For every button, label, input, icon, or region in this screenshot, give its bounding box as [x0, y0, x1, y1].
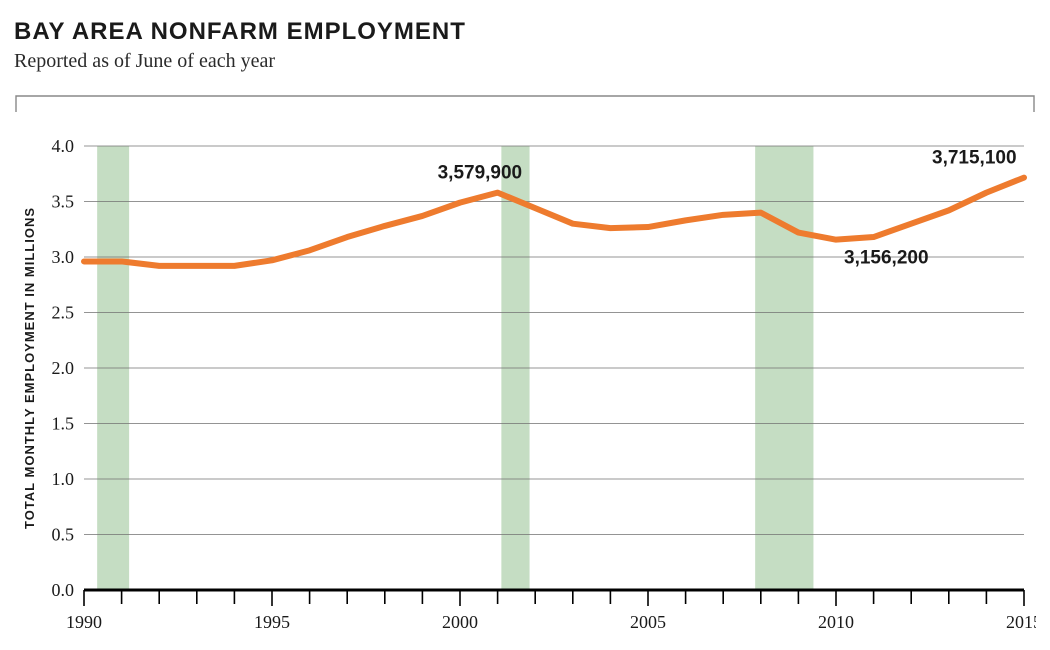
data-annotation: 3,156,200: [844, 248, 929, 269]
chart: 0.0 0.5 1.0 1.5 2.0 2.5 3.0 3.5 4.0 1990 1995 2000 2…: [14, 90, 1036, 640]
y-tick-label: 4.0: [52, 136, 75, 156]
x-tick-label: 1990: [66, 612, 102, 632]
y-tick-label: 2.5: [52, 303, 75, 323]
y-tick-label: 3.5: [52, 192, 75, 212]
y-tick-label: 0.0: [52, 580, 75, 600]
y-tick-label: 1.5: [52, 414, 75, 434]
x-tick-label: 2005: [630, 612, 666, 632]
x-tick-label: 1995: [254, 612, 290, 632]
data-annotation: 3,715,100: [932, 148, 1017, 169]
y-tick-label: 0.5: [52, 525, 75, 545]
y-tick-label: 3.0: [52, 247, 75, 267]
x-tick-label: 2015: [1006, 612, 1036, 632]
y-tick-label: 2.0: [52, 358, 75, 378]
x-tick-label: 2010: [818, 612, 854, 632]
x-tick-label: 2000: [442, 612, 478, 632]
y-axis-label: TOTAL MONTHLY EMPLOYMENT IN MILLIONS: [22, 207, 37, 529]
chart-subtitle: Reported as of June of each year: [14, 50, 1036, 73]
chart-frame: [16, 96, 1034, 112]
y-tick-label: 1.0: [52, 469, 75, 489]
chart-title: BAY AREA NONFARM EMPLOYMENT: [14, 18, 1036, 46]
data-annotation: 3,579,900: [438, 163, 523, 184]
